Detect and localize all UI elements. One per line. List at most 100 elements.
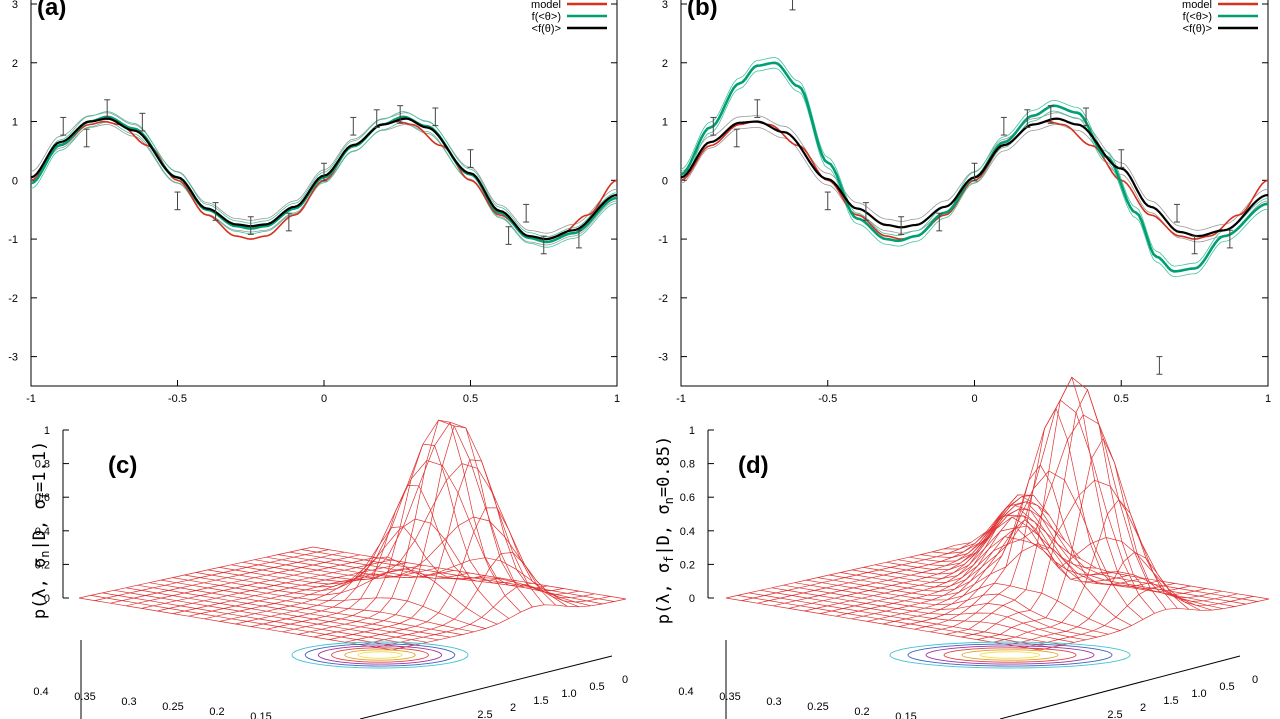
data-point-errorbar	[862, 202, 869, 221]
x-tick-label: 0.3	[121, 696, 136, 708]
mesh-line-u	[391, 598, 627, 651]
data-point-errorbar	[285, 212, 292, 232]
data-point-errorbar	[467, 149, 474, 168]
mesh-line-u	[1024, 587, 1254, 648]
y-tick-label: 0	[12, 175, 18, 187]
mesh-line-u	[1039, 598, 1270, 651]
data-point-errorbar	[575, 229, 582, 249]
x-tick-label: 0.2	[209, 706, 224, 718]
mesh-line-v	[932, 501, 1247, 605]
mesh-line-v	[909, 508, 1224, 610]
surface-mesh	[78, 419, 627, 651]
x-tick-label: 1	[614, 393, 620, 405]
z-axis-label: p(λ, σn|D, σf=1.1)	[30, 441, 52, 619]
mesh-line-u	[945, 376, 1175, 635]
mesh-line-u	[345, 507, 580, 643]
panel-d: 0 0.2 0.4 0.6 0.8 1 0.4 0.35 0.3 0.25 0.2 0.15 2.5 2 1…	[654, 376, 1270, 719]
y-tick-label: 2.5	[1107, 709, 1122, 719]
y-tick-label: -1	[658, 234, 668, 246]
x-tick-label: 0.4	[678, 686, 693, 698]
mesh-line-v	[207, 459, 521, 613]
mesh-line-v	[312, 546, 627, 600]
mesh-line-v	[840, 399, 1155, 614]
mesh-line-v	[277, 554, 591, 607]
data-point-errorbar	[373, 109, 380, 128]
x-tick-label: 0.5	[463, 393, 478, 405]
z-tick-label: 0.4	[680, 526, 695, 538]
contour-line	[961, 649, 1059, 661]
x-tick-label: 0	[971, 393, 977, 405]
contour-line	[889, 641, 1131, 669]
mesh-line-u	[282, 443, 517, 633]
y-tick-label: 1.5	[533, 695, 548, 707]
y-tick-label: -2	[8, 293, 18, 305]
data-point-errorbar	[1191, 235, 1198, 255]
y-tick-label: 0	[662, 175, 668, 187]
y-tick-label: -3	[658, 352, 668, 364]
data-point-errorbar	[350, 116, 357, 136]
mesh-line-v	[897, 515, 1212, 611]
mesh-line-u	[298, 419, 533, 635]
f-mean-band	[31, 121, 617, 248]
data-point-errorbar	[1156, 356, 1163, 375]
y-tick-label: -3	[8, 352, 18, 364]
y-tick-label: 0.5	[589, 681, 604, 693]
contour-line	[317, 645, 443, 665]
z-tick-label: 1	[689, 425, 695, 437]
x-tick-label: 0.2	[854, 706, 869, 718]
contour-projection	[291, 641, 469, 669]
surface-mesh	[725, 376, 1270, 651]
y-tick-label: 1	[12, 117, 18, 129]
x-tick-label: 0	[321, 393, 327, 405]
data-point-errorbar	[1174, 203, 1181, 223]
mesh-line-v	[195, 518, 510, 619]
data-point-errorbar	[936, 212, 943, 232]
base-axes: 0.4 0.35 0.3 0.25 0.2 0.15 2.5 2 1.5 1.0 0.5 0	[33, 640, 628, 719]
data-point-errorbar	[1047, 105, 1054, 124]
plot-area	[31, 99, 617, 255]
mesh-line-u	[898, 519, 1128, 627]
mean-f-band	[31, 124, 617, 246]
mesh-line-v	[863, 414, 1178, 609]
mesh-line-u	[313, 425, 548, 638]
mesh-line-u	[329, 459, 564, 640]
mesh-line-v	[886, 516, 1201, 611]
y-tick-label: 2	[12, 58, 18, 70]
x-tick-label: -0.5	[168, 393, 187, 405]
mesh-line-u	[360, 552, 595, 646]
legend-label: <f(θ)>	[532, 23, 561, 35]
data-point-errorbar	[139, 112, 146, 132]
z-tick-label: 0.2	[35, 559, 50, 571]
y-tick-label: 0	[1252, 674, 1258, 686]
panel-b: -1 -0.5 0 0.5 1 -3 -2 -1 0 1 2 3 (b) modelf(<θ>)<f(θ)…	[658, 0, 1271, 405]
y-tick-label: 1.0	[1191, 688, 1206, 700]
z-tick-label: 1	[44, 425, 50, 437]
data-point-errorbar	[1226, 229, 1233, 249]
z-tick-label: 0.6	[35, 492, 50, 504]
y-tick-label: 0	[622, 674, 628, 686]
z-tick-label: 0.8	[680, 459, 695, 471]
plot-area	[681, 0, 1268, 375]
z-tick-label: 0	[44, 593, 50, 605]
data-point-errorbar	[1024, 109, 1031, 128]
data-point-errorbar	[432, 107, 439, 127]
data-point-errorbar	[789, 0, 796, 11]
contour-line	[344, 649, 416, 661]
z-tick-label: 0	[689, 593, 695, 605]
data-point-errorbar	[174, 191, 181, 211]
legend-label: model	[531, 0, 561, 11]
data-point-errorbar	[971, 162, 978, 182]
x-tick-label: -0.5	[818, 393, 837, 405]
contour-line	[304, 643, 456, 667]
x-tick-label: 0.3	[766, 696, 781, 708]
plot-frame	[30, 0, 618, 387]
z-axis: 0 0.2 0.4 0.6 0.8 1	[35, 425, 69, 605]
y-tick-label: 2	[1140, 702, 1146, 714]
x-tick-label: -1	[676, 393, 686, 405]
y-tick-label: 0.5	[1219, 681, 1234, 693]
mean-f-band	[681, 124, 1268, 243]
mesh-line-u	[1008, 551, 1238, 646]
contour-line	[979, 651, 1041, 659]
y-tick-label: 1.5	[1163, 695, 1178, 707]
